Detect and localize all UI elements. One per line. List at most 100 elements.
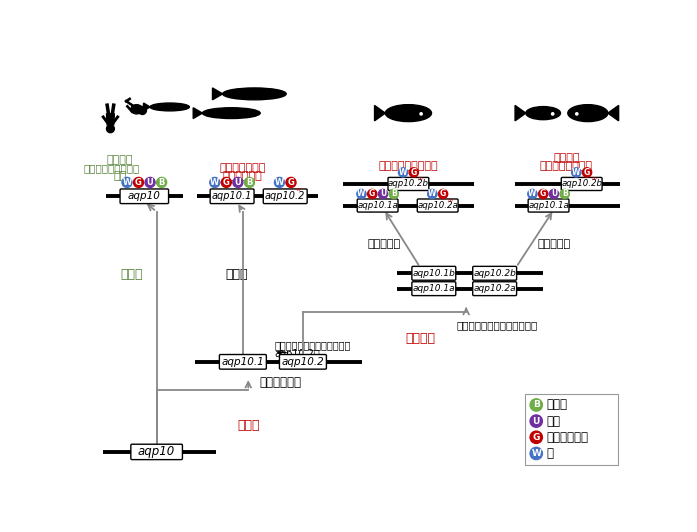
FancyBboxPatch shape — [120, 189, 169, 204]
Text: ∞: ∞ — [296, 186, 300, 191]
Text: ∞: ∞ — [447, 197, 452, 202]
Text: B: B — [562, 189, 567, 198]
Circle shape — [438, 189, 447, 198]
Text: aqp10.2a: aqp10.2a — [473, 284, 516, 293]
Polygon shape — [374, 105, 385, 121]
Text: aqp10.2の: aqp10.2の — [275, 349, 320, 359]
Text: G: G — [288, 178, 294, 187]
Text: U: U — [380, 189, 386, 198]
Text: 尿素: 尿素 — [546, 414, 560, 428]
Text: ポリプテルス: ポリプテルス — [223, 171, 263, 181]
Text: aqp10.1a: aqp10.1a — [413, 284, 455, 293]
Ellipse shape — [150, 103, 190, 111]
Text: W: W — [572, 168, 581, 177]
Polygon shape — [107, 114, 114, 125]
Text: ゼブラフィッシュ: ゼブラフィッシュ — [539, 161, 592, 171]
Polygon shape — [608, 105, 619, 121]
Text: aqp10.2: aqp10.2 — [265, 192, 305, 201]
Polygon shape — [213, 88, 222, 100]
Circle shape — [245, 177, 254, 187]
Circle shape — [122, 177, 132, 187]
Circle shape — [530, 447, 542, 460]
FancyBboxPatch shape — [473, 282, 516, 296]
FancyBboxPatch shape — [220, 354, 266, 369]
Polygon shape — [515, 105, 526, 121]
Circle shape — [138, 106, 146, 114]
Text: W: W — [531, 449, 541, 458]
Circle shape — [551, 113, 554, 115]
Text: タイヘイヨウニシン: タイヘイヨウニシン — [378, 161, 438, 171]
Circle shape — [286, 177, 296, 187]
Text: W: W — [399, 168, 407, 177]
Text: B: B — [158, 178, 164, 187]
Circle shape — [357, 189, 366, 198]
FancyBboxPatch shape — [388, 177, 429, 190]
Text: W: W — [358, 189, 366, 198]
Text: aqp10.2b: aqp10.2b — [561, 179, 602, 188]
FancyBboxPatch shape — [528, 199, 569, 212]
Text: B: B — [391, 189, 397, 198]
Text: W: W — [428, 189, 436, 198]
Text: 真骨魚類: 真骨魚類 — [405, 332, 435, 345]
Text: aqp10.1: aqp10.1 — [212, 192, 252, 201]
Text: G: G — [223, 178, 230, 187]
Text: タンデム重複: タンデム重複 — [260, 376, 302, 389]
Ellipse shape — [526, 106, 560, 120]
FancyBboxPatch shape — [473, 267, 516, 280]
Text: 遺伝子欠失: 遺伝子欠失 — [537, 239, 571, 249]
Text: U: U — [551, 189, 557, 198]
Text: G: G — [369, 189, 376, 198]
Text: ∞: ∞ — [591, 176, 596, 180]
Circle shape — [134, 177, 144, 187]
Text: W: W — [275, 178, 284, 187]
Text: aqp10.2b: aqp10.2b — [388, 179, 429, 188]
Text: トラフグ: トラフグ — [553, 153, 579, 163]
Text: アフリカツメガエル: アフリカツメガエル — [84, 163, 140, 173]
Ellipse shape — [385, 105, 431, 122]
Text: aqp10.2b: aqp10.2b — [473, 269, 516, 278]
Text: W: W — [528, 189, 537, 198]
Text: 真骨魚類特異的全ゲノム重複: 真骨魚類特異的全ゲノム重複 — [457, 320, 537, 330]
FancyBboxPatch shape — [526, 394, 618, 465]
FancyBboxPatch shape — [358, 199, 398, 212]
Text: U: U — [146, 178, 153, 187]
Text: 水: 水 — [546, 447, 553, 460]
Text: aqp10: aqp10 — [138, 445, 175, 459]
FancyBboxPatch shape — [412, 267, 456, 280]
Circle shape — [107, 125, 114, 132]
Text: G: G — [584, 168, 590, 177]
Circle shape — [399, 168, 408, 177]
Polygon shape — [144, 103, 150, 111]
FancyBboxPatch shape — [279, 354, 326, 369]
Text: G: G — [540, 189, 546, 198]
Text: W: W — [210, 178, 220, 187]
Circle shape — [157, 177, 167, 187]
Text: ヒト: ヒト — [113, 171, 126, 181]
Text: aqp10: aqp10 — [128, 192, 161, 201]
Text: グリセロール: グリセロール — [546, 431, 588, 444]
Text: B: B — [246, 178, 252, 187]
Circle shape — [389, 189, 399, 198]
Text: G: G — [440, 189, 446, 198]
Circle shape — [576, 113, 578, 115]
Text: U: U — [234, 178, 241, 187]
Text: G: G — [135, 178, 142, 187]
Text: スポテッドガー: スポテッドガー — [220, 163, 266, 173]
Circle shape — [530, 431, 542, 444]
Polygon shape — [193, 108, 202, 119]
Circle shape — [530, 415, 542, 427]
Text: G: G — [411, 168, 417, 177]
Circle shape — [378, 189, 388, 198]
Ellipse shape — [568, 105, 608, 122]
FancyBboxPatch shape — [412, 282, 456, 296]
Circle shape — [145, 177, 155, 187]
Text: 古代魚: 古代魚 — [225, 268, 248, 281]
Circle shape — [583, 168, 592, 177]
FancyBboxPatch shape — [263, 189, 307, 204]
Ellipse shape — [202, 108, 260, 119]
Ellipse shape — [222, 88, 286, 100]
FancyBboxPatch shape — [210, 189, 254, 204]
Text: 尿素・ホウ酸輸送活性が減弱: 尿素・ホウ酸輸送活性が減弱 — [275, 340, 351, 350]
Text: 肉鰭類: 肉鰭類 — [120, 268, 142, 281]
Text: B: B — [533, 401, 539, 410]
